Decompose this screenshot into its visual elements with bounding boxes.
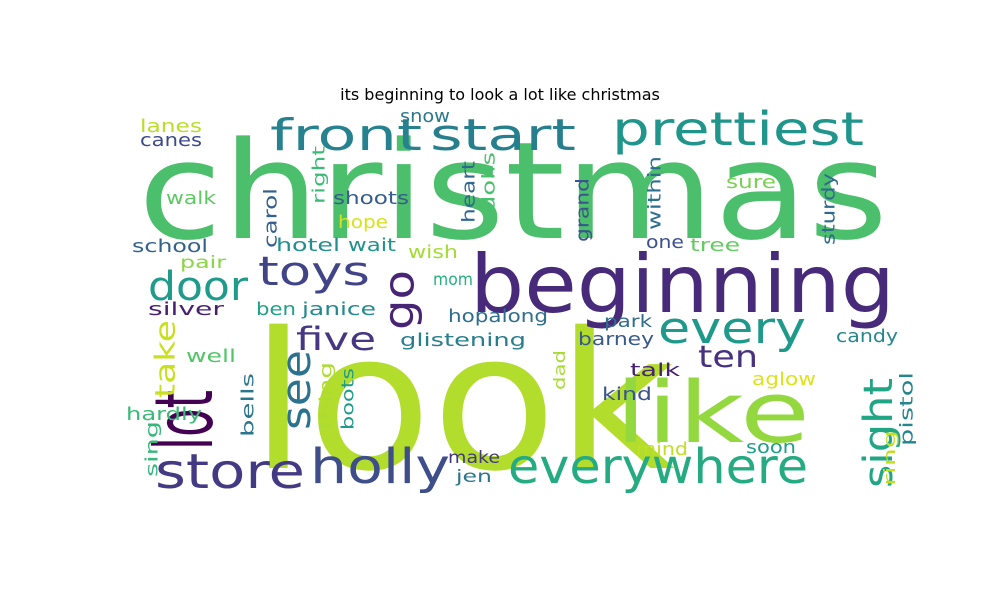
word-lot: lot bbox=[138, 390, 231, 450]
word-dolls: dolls bbox=[478, 152, 499, 212]
word-tree: tree bbox=[690, 235, 740, 256]
word-christmas: christmas bbox=[138, 113, 888, 270]
word-jen: jen bbox=[455, 467, 492, 487]
word-talk: talk bbox=[630, 360, 681, 381]
word-go: go bbox=[375, 270, 424, 330]
word-ring: ring bbox=[880, 430, 899, 486]
word-pistol: pistol bbox=[896, 372, 917, 446]
word-soon: soon bbox=[746, 437, 796, 458]
word-prettiest: prettiest bbox=[612, 102, 864, 156]
word-sing: sing bbox=[143, 421, 163, 477]
word-right: right bbox=[310, 146, 330, 204]
word-beginning: beginning bbox=[470, 238, 895, 331]
word-see: see bbox=[274, 350, 320, 430]
word-sure: sure bbox=[726, 172, 776, 193]
word-snow: snow bbox=[400, 106, 450, 127]
word-within: within bbox=[644, 156, 665, 230]
word-candy: candy bbox=[836, 326, 898, 347]
word-carol: carol bbox=[260, 188, 281, 248]
word-park: park bbox=[604, 312, 652, 332]
word-front: front bbox=[270, 110, 422, 161]
word-barney: barney bbox=[578, 329, 654, 350]
word-door: door bbox=[148, 264, 249, 310]
word-lanes: lanes bbox=[140, 116, 202, 137]
word-five: five bbox=[296, 320, 376, 358]
word-like: like bbox=[615, 364, 810, 463]
word-canes: canes bbox=[140, 130, 202, 151]
word-pair: pair bbox=[180, 253, 226, 273]
word-grand: grand bbox=[572, 178, 593, 242]
word-hotel: hotel bbox=[276, 235, 340, 256]
word-walk: walk bbox=[166, 188, 217, 209]
word-wait: wait bbox=[348, 235, 396, 256]
word-ten: ten bbox=[698, 340, 758, 375]
word-store: store bbox=[155, 444, 305, 500]
word-mom: mom bbox=[433, 270, 473, 290]
word-heart: heart bbox=[458, 161, 479, 223]
word-hopalong: hopalong bbox=[448, 306, 548, 327]
word-hope: hope bbox=[338, 212, 388, 233]
word-boots: boots bbox=[339, 368, 359, 430]
word-one: one bbox=[646, 232, 684, 253]
word-aglow: aglow bbox=[752, 369, 816, 390]
word-take: take bbox=[148, 320, 181, 398]
word-toys: toys bbox=[258, 249, 370, 295]
word-mind: mind bbox=[636, 439, 688, 460]
word-sight: sight bbox=[856, 378, 902, 488]
word-silver: silver bbox=[148, 299, 225, 320]
word-ben: ben bbox=[256, 299, 296, 320]
word-sturdy: sturdy bbox=[818, 173, 839, 245]
word-thing: thing bbox=[317, 362, 337, 430]
word-every: every bbox=[658, 303, 806, 354]
chart-title: its beginning to look a lot like christm… bbox=[340, 85, 660, 104]
word-holly: holly bbox=[310, 439, 450, 495]
word-look: look bbox=[250, 292, 675, 513]
word-dad: dad bbox=[550, 350, 569, 390]
word-wish: wish bbox=[408, 242, 458, 263]
word-glistening: glistening bbox=[400, 330, 526, 351]
word-janice: janice bbox=[301, 299, 376, 320]
word-bells: bells bbox=[239, 373, 259, 437]
word-start: start bbox=[430, 110, 576, 161]
word-everywhere: everywhere bbox=[508, 439, 808, 495]
word-well: well bbox=[186, 346, 236, 367]
word-hardly: hardly bbox=[126, 404, 202, 425]
word-kind: kind bbox=[602, 384, 652, 405]
word-shoots: shoots bbox=[333, 188, 409, 209]
word-school: school bbox=[132, 236, 208, 257]
word-make: make bbox=[448, 448, 500, 468]
